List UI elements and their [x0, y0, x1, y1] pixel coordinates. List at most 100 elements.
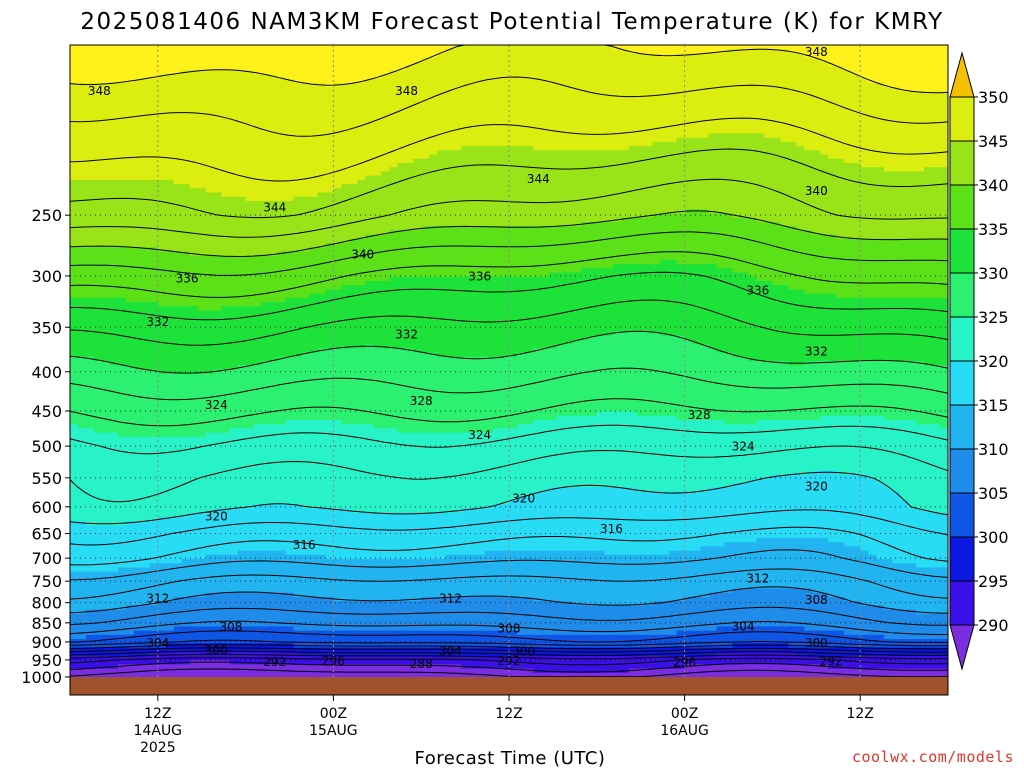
- field-cell: [309, 247, 948, 253]
- field-cell: [189, 184, 342, 189]
- contour-label: 308: [220, 620, 243, 634]
- contour-label: 308: [498, 621, 521, 635]
- colorbar-segment: [949, 360, 975, 406]
- field-cell: [70, 348, 319, 354]
- field-cell: [437, 150, 821, 156]
- field-cell: [836, 234, 948, 240]
- field-cell: [293, 626, 718, 632]
- y-tick-label: 700: [31, 549, 62, 568]
- field-cell: [70, 445, 948, 451]
- field-cell: [205, 432, 948, 438]
- field-cell: [117, 567, 948, 573]
- field-cell: [70, 382, 948, 387]
- field-cell: [70, 483, 734, 488]
- field-cell: [70, 179, 175, 185]
- field-cell: [70, 660, 191, 665]
- field-cell: [724, 542, 845, 547]
- field-cell: [628, 146, 805, 151]
- field-cell: [70, 87, 901, 92]
- field-cell: [892, 559, 948, 564]
- y-tick-label: 350: [31, 318, 62, 337]
- x-tick-label: 15AUG: [309, 723, 358, 739]
- field-cell: [676, 137, 781, 143]
- field-cell: [70, 302, 159, 307]
- field-cell: [317, 348, 414, 354]
- contour-label: 336: [176, 272, 199, 286]
- field-cell: [277, 74, 382, 80]
- field-cell: [70, 310, 948, 316]
- colorbar-label: 325: [978, 308, 1009, 327]
- contour-label: 312: [746, 572, 769, 586]
- field-cell: [70, 74, 159, 80]
- contour-348: [70, 76, 948, 137]
- field-cell: [509, 500, 909, 505]
- field-cell: [237, 550, 287, 556]
- field-cell: [70, 554, 207, 560]
- field-cell: [70, 280, 366, 286]
- contour-label: 312: [439, 592, 462, 606]
- field-cell: [636, 487, 710, 493]
- field-cell: [157, 74, 279, 80]
- field-cell: [684, 335, 948, 341]
- field-cell: [676, 415, 821, 421]
- field-cell: [70, 508, 215, 514]
- field-cell: [70, 99, 948, 105]
- field-cell: [716, 348, 948, 354]
- field-cell: [732, 483, 885, 488]
- field-cell: [70, 125, 948, 130]
- field-cell: [70, 643, 167, 649]
- field-cell: [77, 424, 255, 430]
- field-cell: [900, 491, 948, 497]
- field-cell: [70, 512, 191, 518]
- field-cell: [229, 428, 398, 434]
- field-cell: [70, 495, 518, 501]
- field-cell: [413, 348, 534, 354]
- field-cell: [70, 525, 948, 531]
- field-cell: [532, 146, 630, 151]
- field-cell: [764, 133, 948, 139]
- y-tick-label: 900: [31, 633, 62, 652]
- field-cell: [341, 419, 534, 425]
- field-cell: [70, 626, 175, 632]
- field-cell: [453, 45, 614, 50]
- field-cell: [860, 162, 948, 168]
- field-cell: [70, 116, 948, 122]
- field-cell: [548, 487, 638, 493]
- field-cell: [70, 504, 255, 510]
- y-tick-label: 250: [31, 206, 62, 225]
- contour-308: [70, 606, 948, 626]
- field-cell: [516, 424, 941, 430]
- contour-346: [70, 117, 948, 182]
- field-cell: [70, 432, 119, 438]
- field-cell: [70, 259, 662, 265]
- x-tick-label: 00Z: [320, 706, 347, 722]
- field-cell: [828, 664, 948, 670]
- field-cell: [125, 521, 948, 526]
- field-cell: [70, 171, 382, 177]
- field-cell: [756, 537, 829, 543]
- field-cell: [748, 356, 948, 362]
- field-cell: [804, 289, 948, 295]
- contour-label: 300: [205, 643, 228, 657]
- field-cell: [748, 272, 948, 278]
- colorbar-segment: [949, 492, 975, 538]
- field-cell: [70, 188, 207, 194]
- colorbar-label: 345: [978, 132, 1009, 151]
- field-cell: [165, 643, 295, 649]
- contour-label: 336: [746, 284, 769, 298]
- field-cell: [660, 331, 948, 337]
- colorbar-segment: [949, 140, 975, 186]
- field-cell: [804, 146, 948, 151]
- colorbar: 290 295 300 305 310 315 320 325 330 335 340 345 350: [949, 51, 1009, 671]
- field-cell: [301, 504, 494, 510]
- field-cell: [85, 609, 917, 615]
- field-cell: [70, 592, 207, 598]
- field-cell: [157, 302, 263, 307]
- field-cell: [389, 230, 813, 236]
- contour-label: 320: [205, 510, 228, 524]
- field-cell: [556, 344, 710, 349]
- field-cell: [628, 49, 726, 55]
- field-cell: [245, 196, 295, 202]
- field-cell: [493, 428, 948, 434]
- field-cell: [70, 66, 406, 71]
